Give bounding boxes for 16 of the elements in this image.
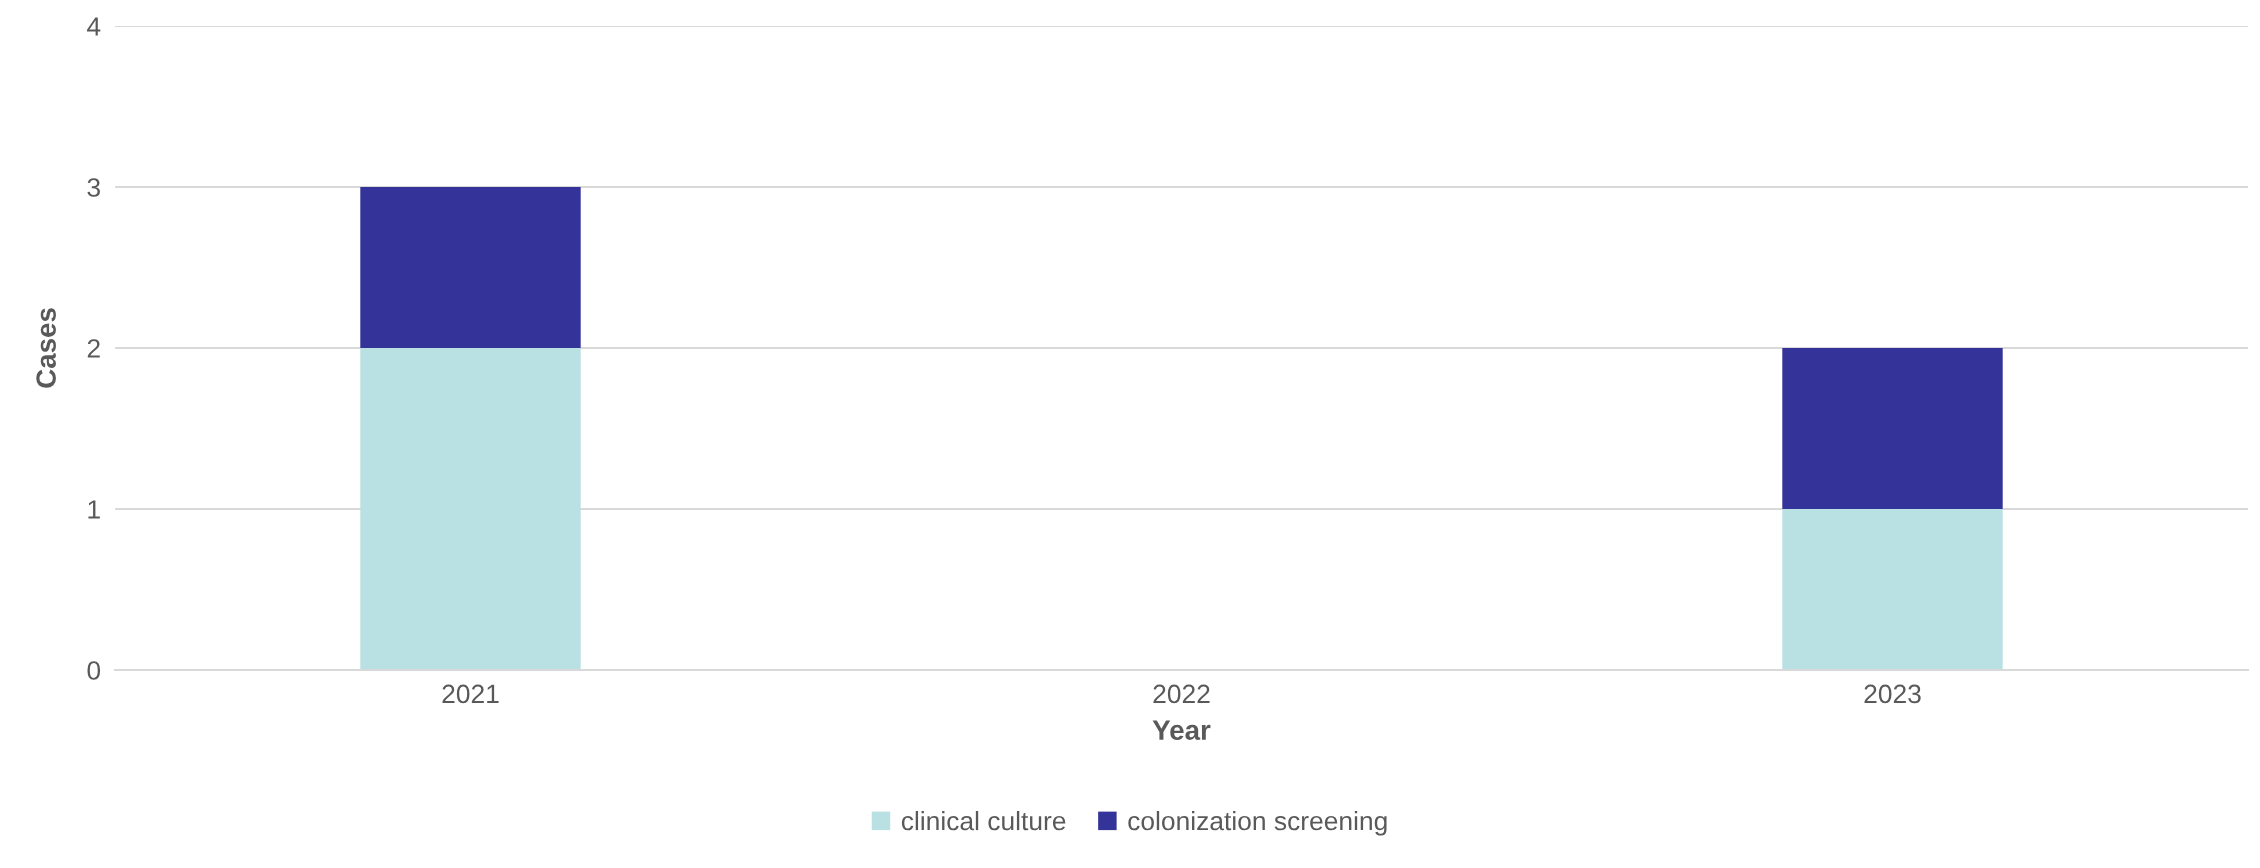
- bar: [360, 187, 581, 348]
- bar: [360, 348, 581, 670]
- x-tick-label: 2023: [1864, 684, 1921, 704]
- legend-label: clinical culture: [901, 810, 1066, 831]
- bar: [1782, 348, 2003, 509]
- y-tick-label: 1: [88, 500, 100, 519]
- y-tick-label: 3: [87, 178, 100, 197]
- x-tick-label: 2022: [1153, 684, 1210, 704]
- legend-label: colonization screening: [1128, 810, 1387, 836]
- bar: [1782, 509, 2003, 670]
- y-tick-label: 0: [87, 661, 101, 680]
- y-tick-label: 2: [87, 339, 100, 358]
- y-axis-title: Cases: [36, 308, 56, 388]
- x-tick-label: 2021: [442, 684, 499, 704]
- x-axis-title: Year: [1152, 720, 1211, 740]
- y-tick-label: 4: [87, 17, 101, 36]
